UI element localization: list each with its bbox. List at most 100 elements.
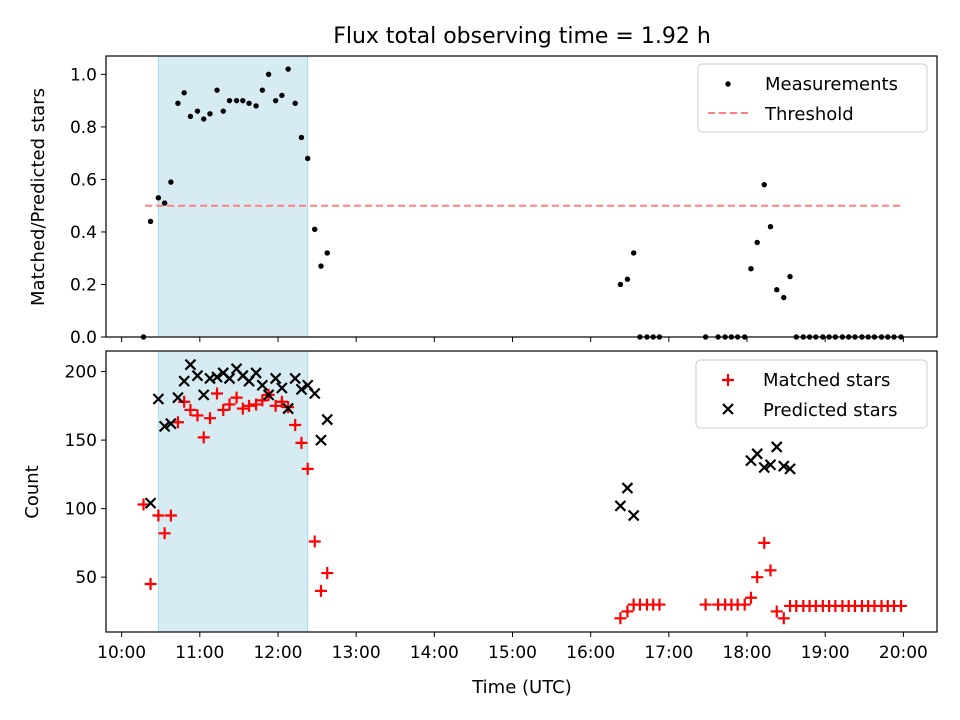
matched-star-point: [243, 399, 256, 412]
matched-star-point: [152, 509, 165, 522]
predicted-star-point: [315, 434, 327, 446]
matched-star-point: [770, 605, 783, 618]
measurement-point: [285, 66, 291, 72]
predicted-star-point: [197, 389, 210, 401]
bottom-legend-box: [695, 359, 928, 429]
measurement-point: [761, 181, 767, 188]
matched-star-point: [275, 395, 288, 408]
measurement-point: [246, 100, 252, 106]
top-data-points: [140, 66, 904, 340]
matched-star-point: [256, 394, 269, 407]
matched-stars-points: [137, 387, 908, 625]
measurement-point: [298, 134, 305, 141]
measurement-point: [181, 90, 187, 96]
legend-label-threshold: Threshold: [764, 104, 854, 125]
predicted-star-point: [178, 375, 190, 387]
legend-label-predicted: Predicted stars: [763, 400, 897, 421]
predicted-star-point: [152, 393, 165, 405]
matched-star-point: [191, 409, 204, 422]
predicted-star-point: [321, 413, 334, 426]
matched-star-point: [614, 612, 627, 625]
measurement-point: [787, 273, 793, 280]
matched-star-point: [314, 584, 327, 597]
matched-star-point: [738, 598, 751, 611]
x-tick-label: 10:00: [97, 643, 146, 663]
measurement-point: [279, 92, 285, 99]
x-tick-label: 15:00: [488, 643, 537, 663]
measurement-point: [168, 179, 174, 185]
figure-title: Flux total observing time = 1.92 h: [333, 24, 711, 49]
measurement-point: [201, 116, 207, 122]
legend-label-matched: Matched stars: [763, 370, 890, 391]
y-tick-label: 50: [75, 568, 97, 588]
predicted-star-point: [184, 358, 197, 371]
predicted-star-point: [308, 387, 321, 400]
measurement-point: [630, 250, 637, 256]
predicted-star-point: [262, 389, 275, 401]
bottom-legend: Matched stars Predicted stars: [695, 359, 928, 429]
y-tick-label: 0.8: [70, 118, 97, 138]
x-tick-label: 11:00: [175, 643, 224, 663]
bottom-panel: 50 100 150 200 10:00 11:00 12:00 13:00 14:00 15:…: [22, 350, 938, 698]
matched-star-point: [223, 398, 236, 411]
measurement-point: [617, 281, 624, 288]
matched-star-point: [211, 387, 224, 400]
matched-star-point: [217, 403, 230, 416]
x-tick-label: 16:00: [566, 643, 615, 663]
y-tick-label: 0.4: [70, 223, 97, 243]
measurement-point: [324, 250, 330, 256]
measurement-point: [161, 200, 168, 206]
matched-star-point: [744, 591, 757, 604]
matched-star-point: [164, 509, 177, 522]
top-legend: Measurements Threshold: [697, 63, 928, 133]
predicted-star-point: [256, 379, 269, 392]
y-tick-label: 150: [65, 431, 97, 451]
matched-star-point: [203, 412, 216, 425]
predicted-star-point: [191, 369, 204, 382]
predicted-star-point: [289, 372, 301, 385]
measurement-point: [624, 276, 631, 282]
matched-star-point: [158, 527, 171, 540]
predicted-star-point: [144, 497, 157, 509]
matched-star-point: [764, 564, 777, 577]
measurement-point: [265, 71, 272, 78]
predicted-star-point: [269, 372, 282, 385]
predicted-star-point: [614, 500, 627, 512]
y-tick-label: 1.0: [70, 65, 97, 85]
matched-star-point: [230, 391, 243, 404]
x-tick-label: 18:00: [723, 643, 772, 663]
matched-star-point: [321, 567, 334, 580]
measurement-point: [318, 263, 324, 269]
y-tick-label: 200: [65, 363, 97, 383]
measurement-point: [272, 97, 279, 104]
measurement-point: [292, 100, 298, 106]
measurement-point: [220, 108, 226, 114]
predicted-stars-points: [144, 358, 796, 522]
matched-star-point: [184, 403, 197, 416]
predicted-star-point: [764, 458, 777, 471]
matched-star-point: [621, 605, 634, 618]
top-shaded-span: [157, 55, 309, 338]
predicted-star-point: [250, 367, 262, 379]
measurement-point: [754, 239, 760, 246]
predicted-star-point: [282, 402, 294, 415]
matched-star-point: [301, 462, 314, 475]
legend-plus-icon: [722, 374, 734, 386]
matched-star-point: [308, 535, 321, 548]
measurement-point: [781, 294, 787, 301]
bottom-y-axis: 50 100 150 200: [65, 363, 106, 588]
legend-dot-icon: [725, 81, 731, 87]
measurement-point: [194, 108, 201, 114]
bottom-x-axis: 10:00 11:00 12:00 13:00 14:00 15:00 16:00 17:00…: [97, 632, 928, 663]
y-tick-label: 0.0: [70, 328, 97, 348]
measurement-point: [214, 87, 220, 93]
matched-star-point: [137, 498, 150, 511]
matched-star-point: [295, 436, 308, 449]
predicted-star-point: [295, 383, 308, 396]
predicted-star-point: [165, 417, 177, 430]
measurement-point: [175, 100, 181, 106]
measurement-point: [312, 226, 318, 233]
predicted-star-point: [784, 463, 796, 475]
matched-star-point: [250, 398, 263, 411]
